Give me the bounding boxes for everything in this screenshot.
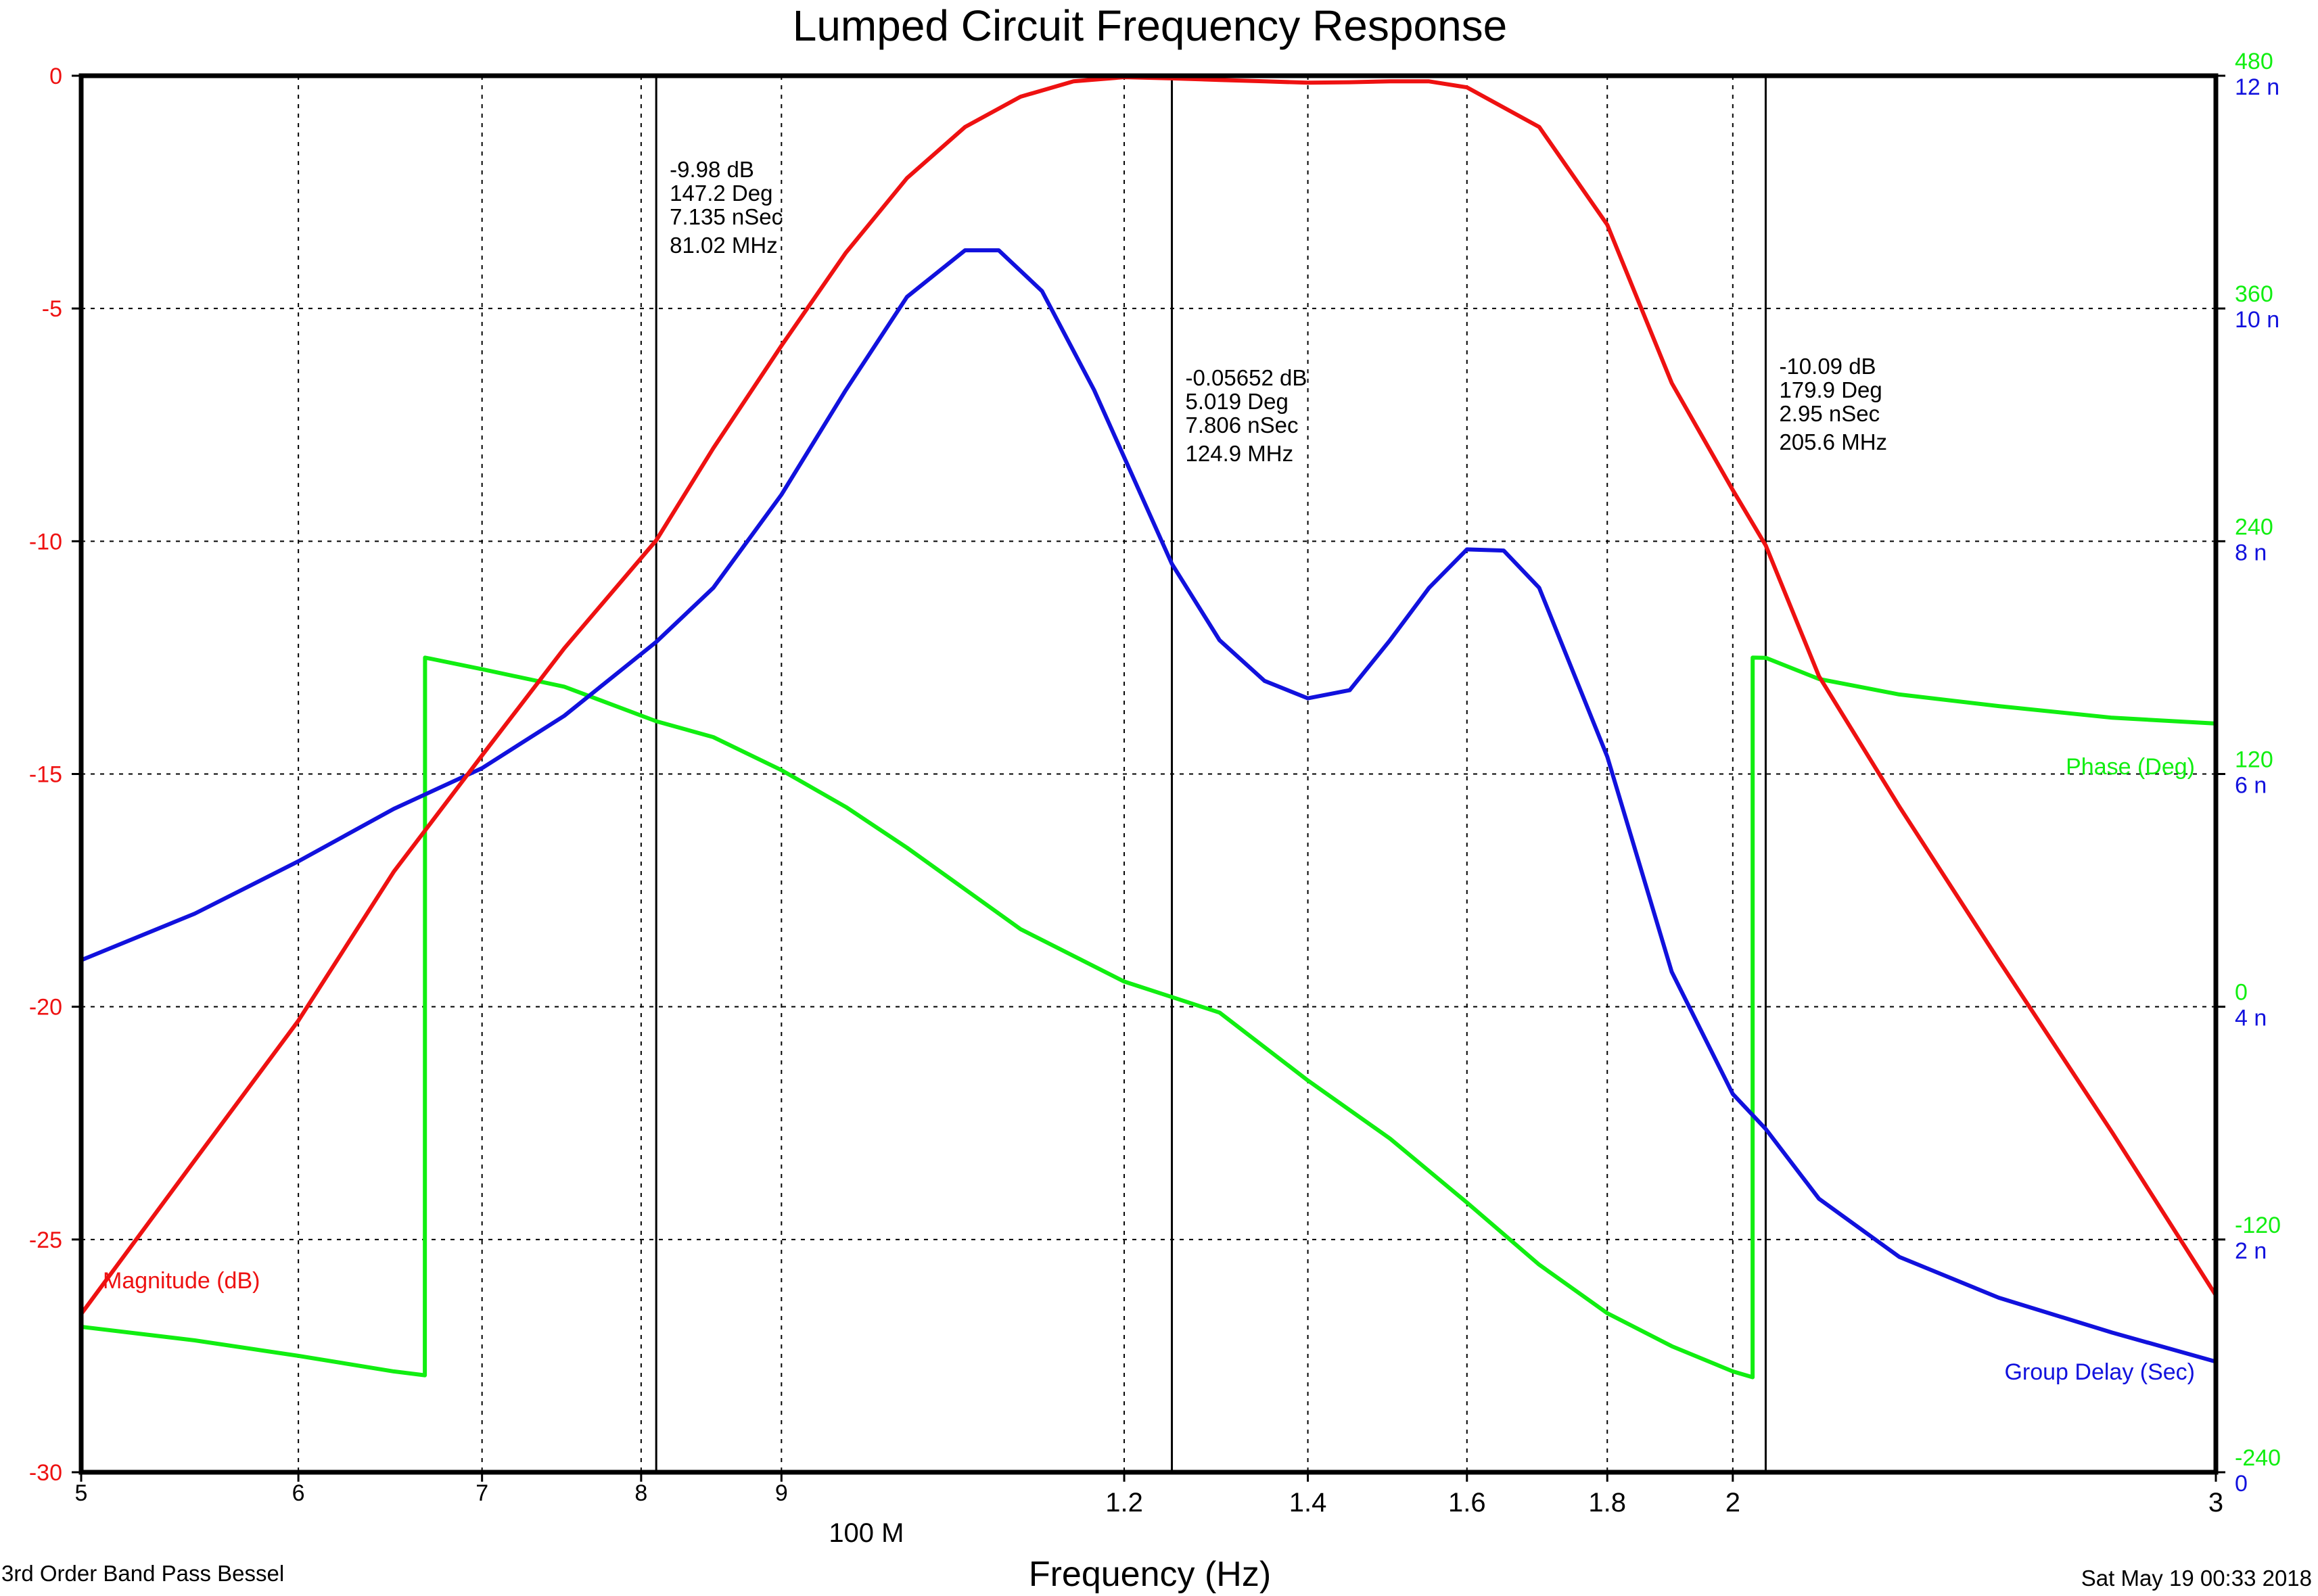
marker-annotation-line: 5.019 Deg [1186,389,1289,414]
x-tick-label: 1.8 [1588,1488,1626,1518]
x-tick-label: 7 [476,1480,488,1506]
right-delay-tick-label: 2 n [2235,1238,2267,1264]
series-line-group-delay [80,248,2217,1364]
x-tick-label: 3 [2208,1488,2223,1518]
marker-annotation-line: -9.98 dB [670,157,754,182]
marker-annotation-line: -0.05652 dB [1186,365,1307,390]
x-tick-label: 1.2 [1105,1488,1143,1518]
series-label-phase: Phase (Deg) [2066,754,2195,780]
left-tick-label: 0 [49,64,62,89]
left-tick-label: -15 [29,762,62,788]
chart-title: Lumped Circuit Frequency Response [793,1,1508,50]
left-tick-label: -10 [29,529,62,555]
marker-annotation-line: 179.9 Deg [1779,377,1882,402]
footer-circuit-name: 3rd Order Band Pass Bessel [1,1561,284,1586]
left-tick-label: -30 [29,1460,62,1486]
left-tick-label: -20 [29,995,62,1020]
right-delay-tick-label: 4 n [2235,1006,2267,1031]
right-delay-tick-label: 8 n [2235,540,2267,565]
x-decade-label: 100 M [829,1518,904,1548]
left-axis-ticks: 0 -5 -10 -15 -20 -25 -30 [29,64,81,1486]
series-lines [79,75,2218,1380]
series-line-phase [80,655,2217,1380]
x-tick-label: 1.4 [1289,1488,1327,1518]
x-axis-ticks: 5 6 7 8 9 1.2 1.4 1.6 1.8 2 3 100 M [75,1472,2223,1548]
x-tick-label: 6 [292,1480,305,1506]
right-phase-tick-label: 120 [2235,747,2273,773]
right-phase-tick-label: 0 [2235,980,2248,1006]
right-phase-tick-label: 240 [2235,514,2273,540]
x-tick-label: 1.6 [1448,1488,1486,1518]
left-tick-label: -25 [29,1227,62,1253]
series-labels: Magnitude (dB) Group Delay (Sec) Phase (De… [103,754,2195,1385]
x-tick-label: 5 [75,1480,88,1506]
series-label-group-delay: Group Delay (Sec) [2004,1359,2195,1385]
right-phase-tick-label: -240 [2235,1445,2281,1471]
marker-lines [655,76,1767,1472]
marker-annotation-line: -10.09 dB [1779,354,1876,379]
x-tick-label: 9 [775,1480,788,1506]
marker-annotation-line: 124.9 MHz [1186,441,1294,466]
x-axis-label: Frequency (Hz) [1029,1555,1271,1594]
right-phase-tick-label: 480 [2235,49,2273,74]
right-delay-tick-label: 0 [2235,1471,2248,1497]
right-phase-tick-label: 360 [2235,281,2273,307]
right-delay-tick-label: 12 n [2235,74,2279,100]
marker-annotation-line: 7.135 nSec [670,204,783,229]
marker-annotation-line: 205.6 MHz [1779,429,1887,454]
left-tick-label: -5 [42,296,62,322]
marker-annotation-line: 81.02 MHz [670,233,778,258]
right-delay-tick-label: 6 n [2235,773,2267,799]
marker-annotation-line: 147.2 Deg [670,181,772,206]
marker-annotation-line: 2.95 nSec [1779,401,1880,426]
series-label-magnitude: Magnitude (dB) [103,1268,260,1294]
x-tick-label: 8 [634,1480,647,1506]
x-tick-label: 2 [1725,1488,1740,1518]
right-delay-tick-label: 10 n [2235,307,2279,333]
marker-annotation-line: 7.806 nSec [1186,413,1299,438]
right-phase-tick-label: -120 [2235,1213,2281,1238]
footer-timestamp: Sat May 19 00:33 2018 [2081,1566,2312,1591]
series-line-magnitude [79,75,2218,1315]
